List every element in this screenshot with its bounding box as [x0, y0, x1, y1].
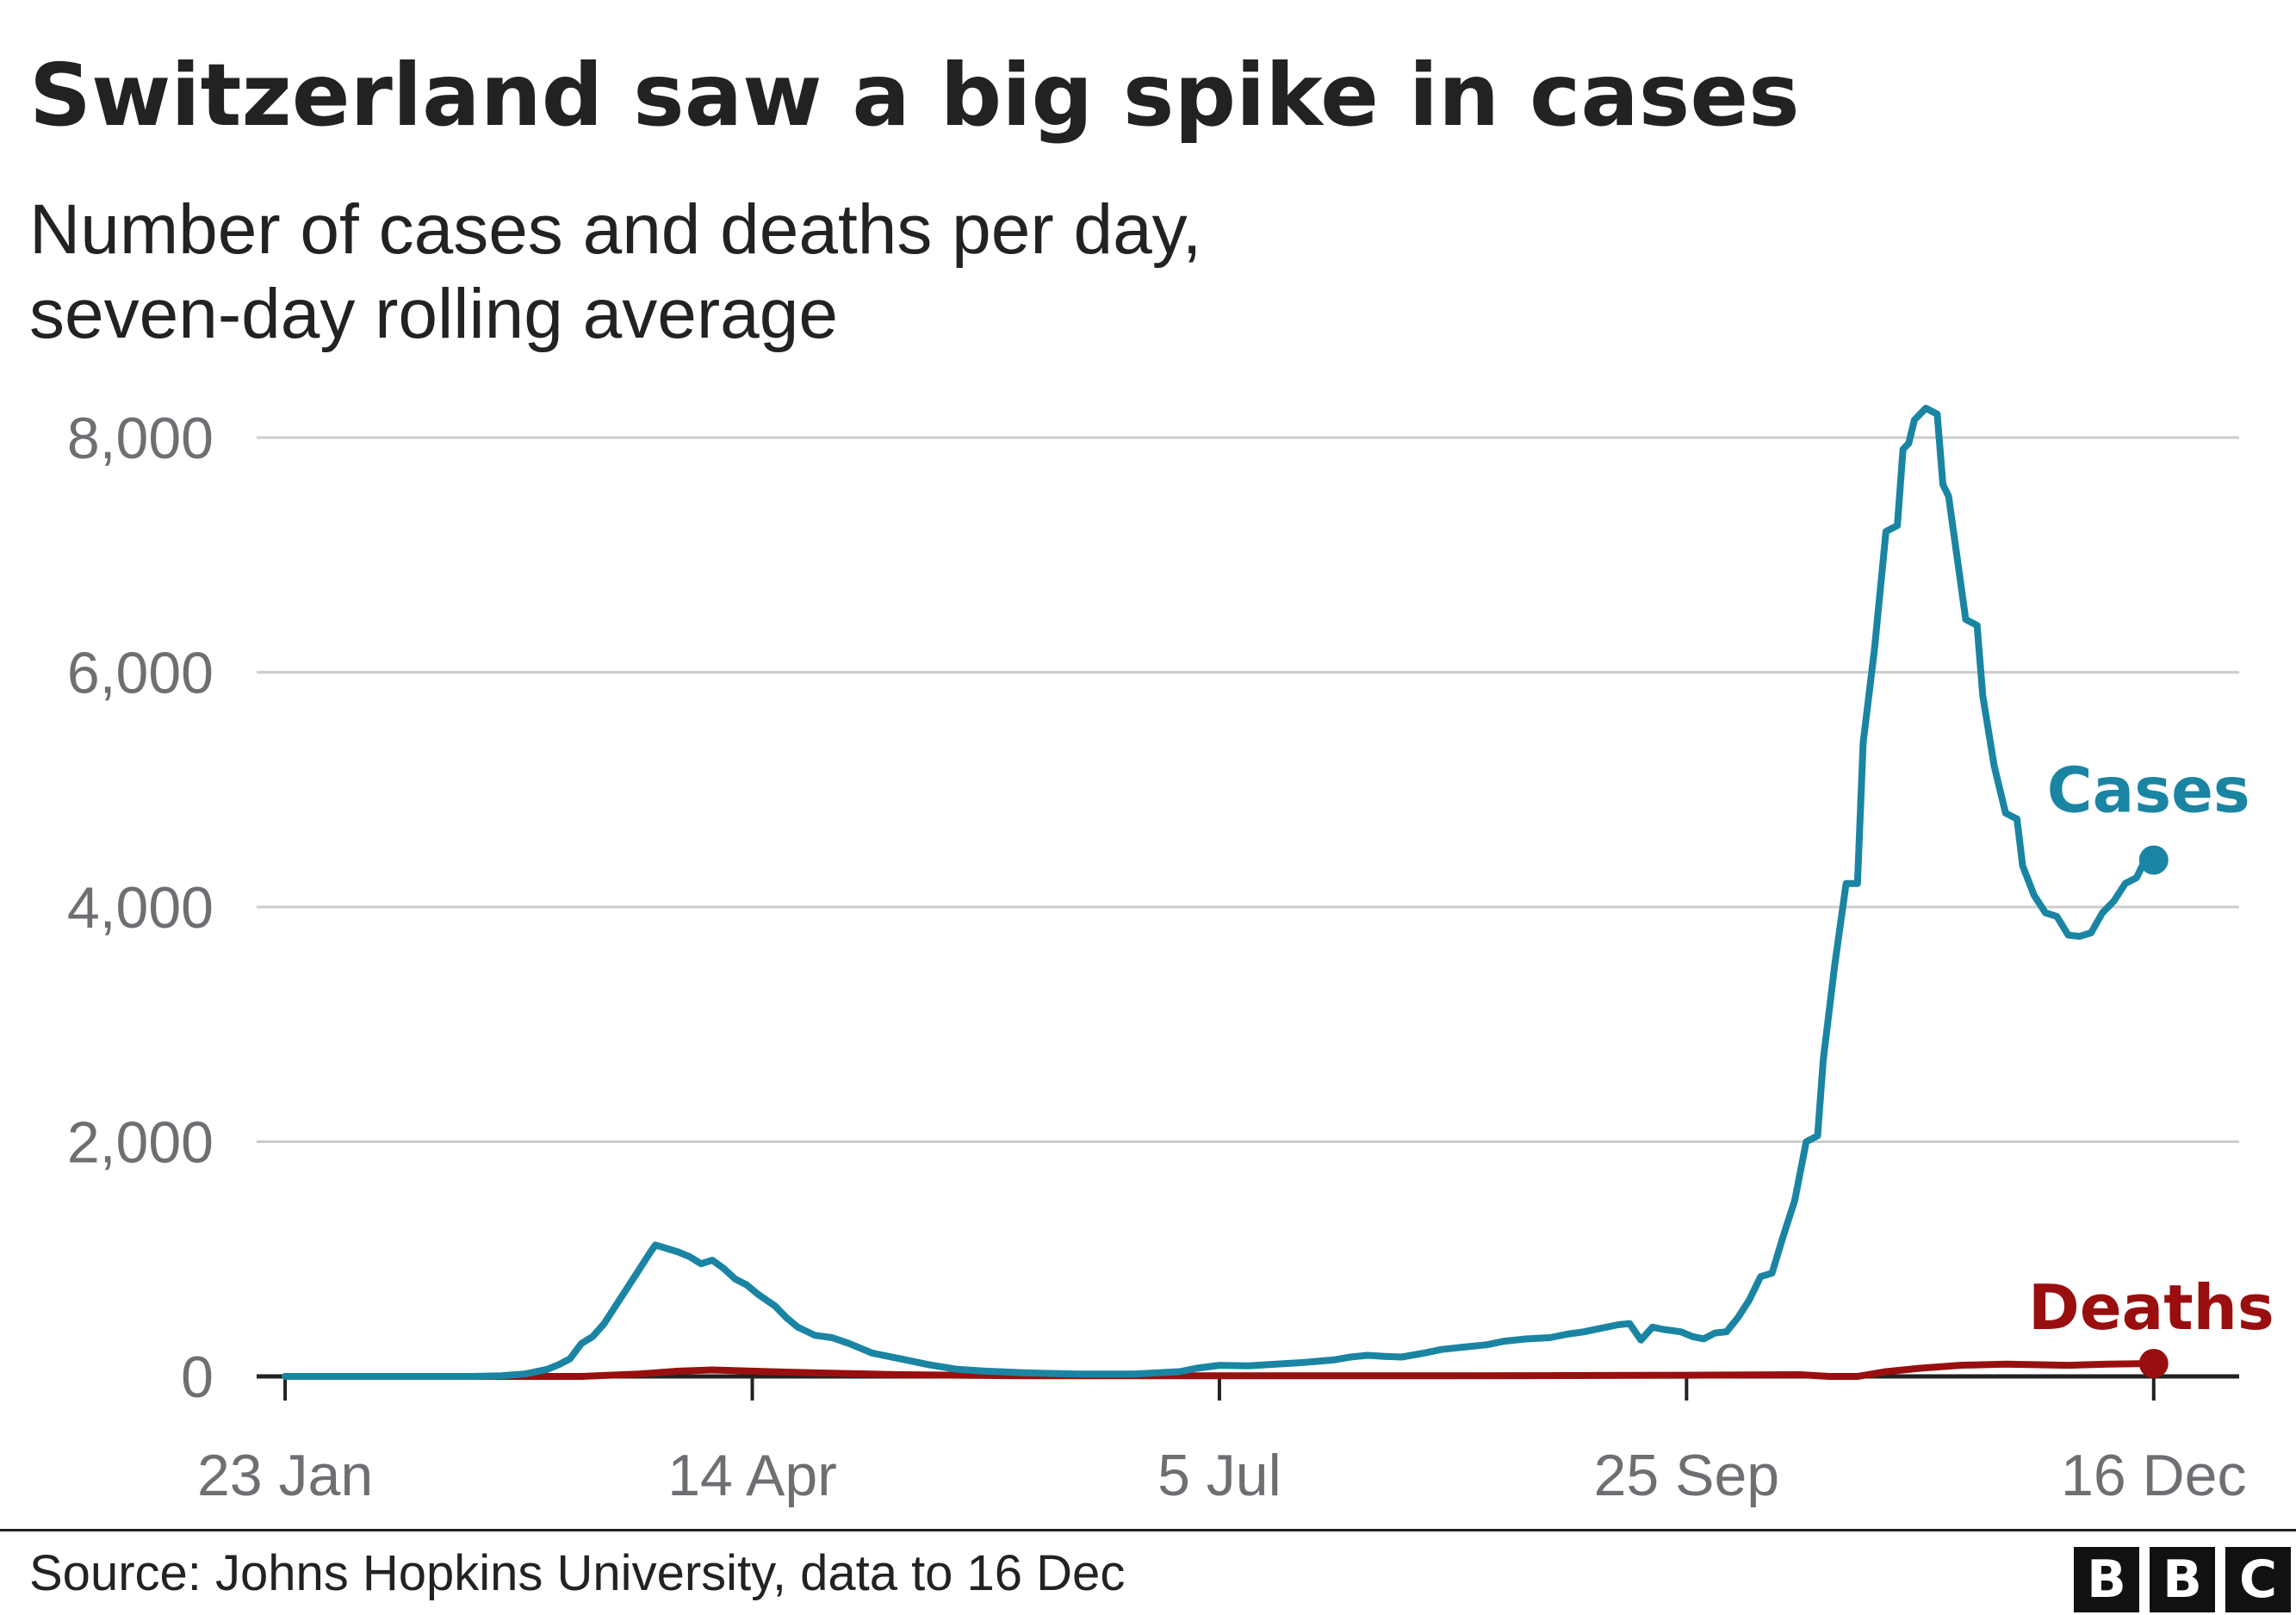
x-tick-label: 25 Sep: [1594, 1443, 1780, 1508]
y-tick-label: 2,000: [67, 1110, 214, 1176]
gridlines: [257, 436, 2239, 1143]
deaths-end-marker: [2138, 1349, 2169, 1379]
x-tick-label: 14 Apr: [667, 1443, 837, 1508]
subtitle-line-1: Number of cases and deaths per day,: [29, 190, 1202, 269]
logo-letter-c: C: [2225, 1547, 2291, 1612]
footer-divider: [0, 1529, 2296, 1531]
deaths-line: [282, 1360, 2157, 1380]
bbc-logo: B B C: [2074, 1547, 2291, 1612]
subtitle-line-2: seven-day rolling average: [29, 275, 838, 354]
cases-line: [282, 404, 2157, 1380]
y-tick-label: 0: [181, 1345, 214, 1410]
series-lines: [282, 404, 2169, 1380]
cases-end-marker: [2138, 845, 2169, 875]
source-note: Source: Johns Hopkins University, data t…: [29, 1545, 1126, 1601]
chart-title: Switzerland saw a big spike in cases: [29, 45, 1800, 146]
chart-subtitle: Number of cases and deaths per day, seve…: [29, 188, 1201, 357]
logo-letter-b2: B: [2150, 1547, 2215, 1612]
y-tick-label: 8,000: [67, 406, 214, 471]
x-tick-label: 16 Dec: [2061, 1443, 2246, 1508]
y-tick-label: 4,000: [67, 875, 214, 941]
x-tick-label: 5 Jul: [1157, 1443, 1281, 1508]
y-tick-label: 6,000: [67, 641, 214, 706]
logo-letter-b1: B: [2074, 1547, 2139, 1612]
x-axis: 23 Jan 14 Apr 5 Jul 25 Sep 16 Dec: [197, 1374, 2247, 1508]
deaths-label: Deaths: [2028, 1271, 2274, 1344]
series-labels: Deaths Cases: [2028, 755, 2274, 1345]
x-tick-label: 23 Jan: [197, 1443, 373, 1508]
cases-label: Cases: [2047, 755, 2250, 827]
y-axis-ticks: 0 2,000 4,000 6,000 8,000: [67, 406, 214, 1410]
